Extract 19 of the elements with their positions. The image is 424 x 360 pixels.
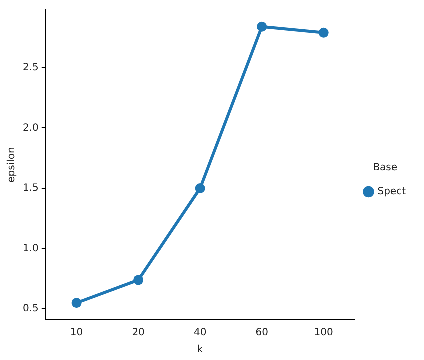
point — [257, 22, 268, 32]
y-tick-label: 1.0 — [22, 243, 39, 254]
legend-label: Spect — [378, 186, 406, 198]
point — [318, 28, 329, 38]
legend-title: Base — [373, 162, 398, 174]
x-tick-label: 20 — [132, 328, 145, 339]
y-tick-label: 2.5 — [22, 62, 39, 74]
y-tick-label: 0.5 — [22, 304, 39, 315]
point — [134, 275, 144, 286]
x-tick-label: 60 — [256, 328, 268, 339]
y-tick-label: 2.0 — [22, 122, 39, 134]
x-tick-label: 40 — [194, 328, 207, 339]
x-tick-label: 10 — [70, 328, 84, 339]
y-tick-label: 1.5 — [22, 183, 39, 194]
y-axis-title: epsilon — [6, 147, 18, 183]
point — [195, 184, 206, 194]
x-axis-title: k — [197, 344, 204, 356]
point — [72, 298, 82, 308]
x-tick-label: 100 — [314, 328, 334, 339]
